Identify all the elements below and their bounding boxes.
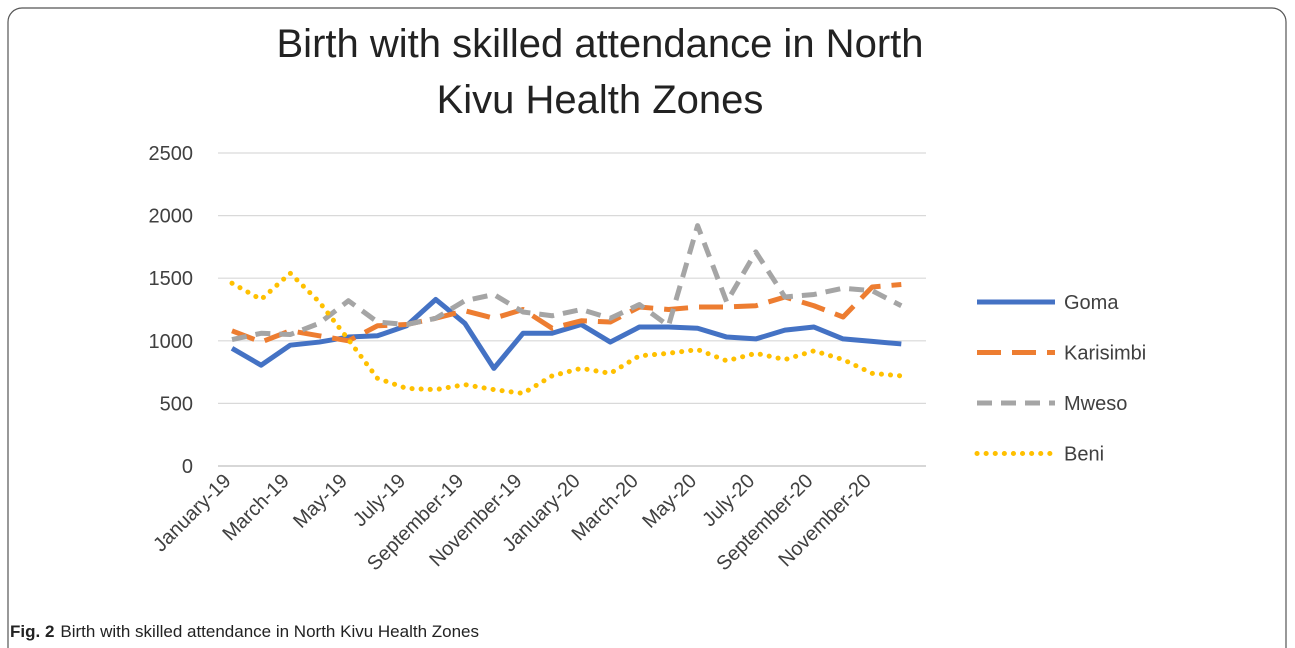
legend-label: Beni	[1064, 444, 1104, 466]
x-tick-label: May-19	[289, 470, 352, 533]
legend-label: Karisimbi	[1064, 343, 1146, 365]
caption-label: Fig. 2	[10, 622, 55, 641]
x-tick-label: May-20	[638, 470, 701, 533]
frame	[7, 7, 1287, 648]
legend-label: Goma	[1064, 292, 1119, 314]
series-line	[229, 270, 904, 396]
x-tick-label: January-19	[149, 470, 235, 556]
y-tick-label: 1000	[149, 331, 194, 353]
series-line	[230, 296, 902, 371]
y-tick-label: 500	[160, 393, 193, 415]
chart-title: Birth with skilled attendance in North K…	[276, 22, 924, 122]
y-tick-label: 1500	[149, 268, 194, 290]
legend-label: Mweso	[1064, 393, 1127, 415]
caption-text: Birth with skilled attendance in North K…	[60, 622, 480, 641]
series-line	[231, 223, 903, 342]
y-tick-label: 0	[182, 456, 193, 478]
y-tick-label: 2500	[149, 143, 194, 165]
y-tick-label: 2000	[149, 206, 194, 228]
caption: Fig. 2 Birth with skilled attendance in N…	[10, 622, 479, 642]
